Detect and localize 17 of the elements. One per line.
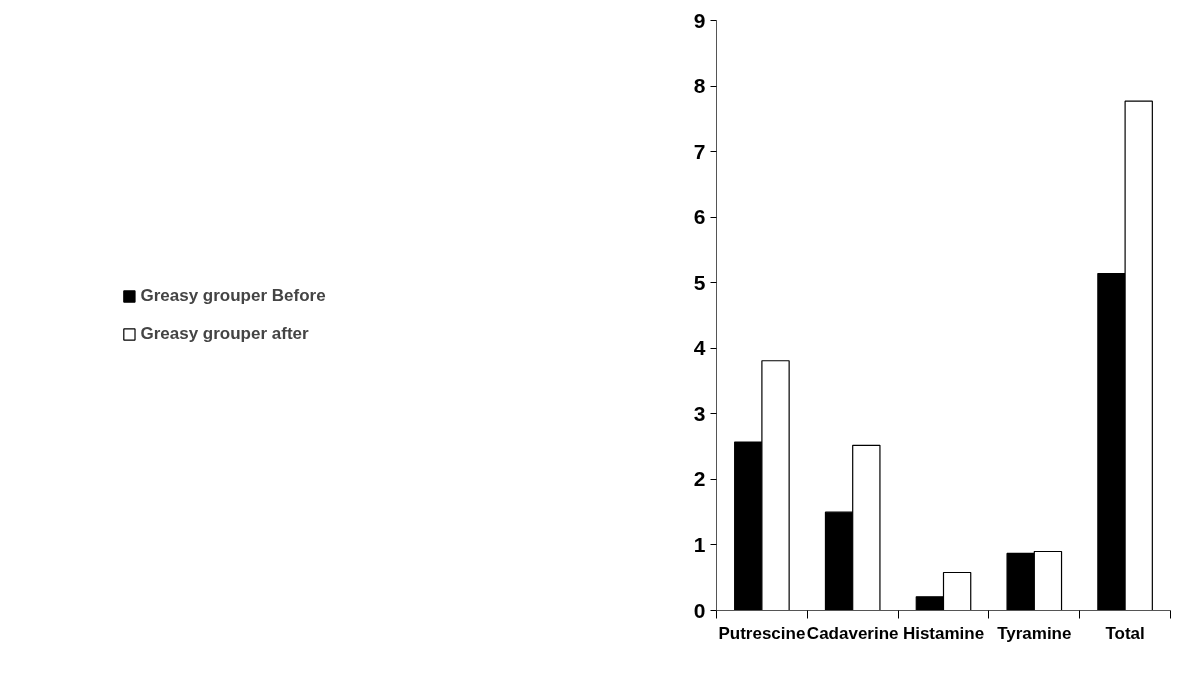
y-tick-label: 2 [693, 467, 706, 491]
y-tick-label: 7 [693, 139, 706, 163]
x-tick-label: Putrescine [718, 623, 806, 643]
y-tick-label: 1 [693, 532, 706, 556]
legend-label: Greasy grouper after [140, 324, 309, 344]
x-tick-label: Total [1105, 623, 1145, 643]
legend-label: Greasy grouper Before [140, 286, 326, 306]
x-tick-label: Histamine [902, 623, 985, 643]
x-tick-label: Cadaverine [806, 623, 899, 643]
y-tick-label: 9 [693, 8, 706, 32]
y-tick-label: 4 [693, 336, 706, 360]
y-tick-label: 5 [693, 270, 706, 294]
x-tick-label: Tyramine [997, 623, 1072, 643]
y-tick-label: 6 [693, 205, 706, 229]
y-tick-label: 8 [693, 74, 706, 98]
y-tick-label: 0 [693, 598, 706, 622]
y-tick-label: 3 [693, 401, 706, 425]
